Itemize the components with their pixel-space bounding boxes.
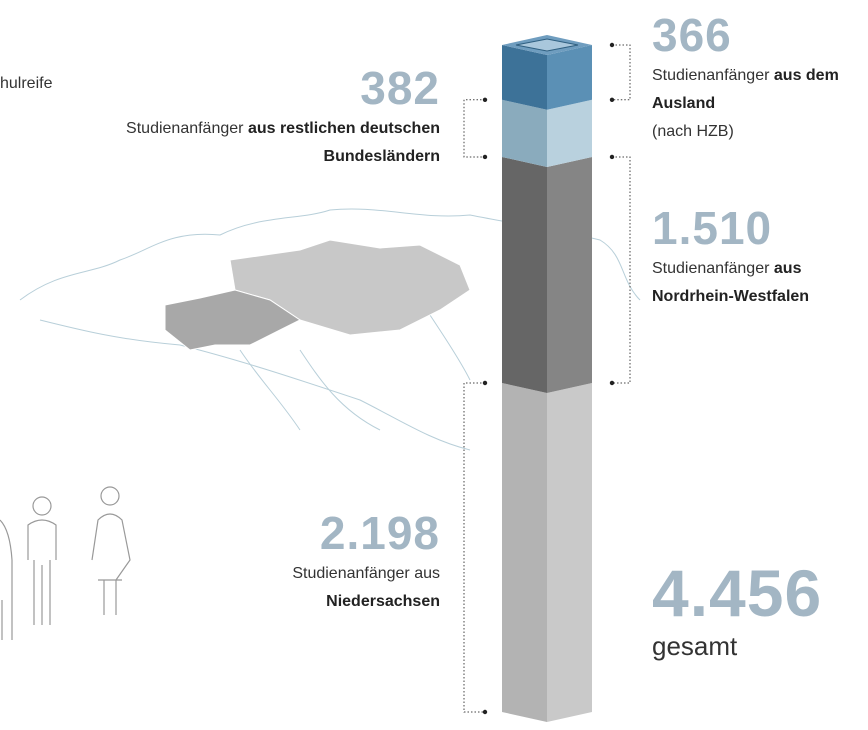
- segment-text: 1.510 Studienanfänger aus Nordrhein-Westf…: [652, 205, 868, 311]
- corner-text: hulreife: [0, 75, 53, 92]
- bracket-dot: [609, 42, 615, 48]
- bracket-line: [463, 99, 485, 158]
- segment-left-face: [502, 45, 547, 110]
- column-top-inner: [515, 38, 579, 52]
- total-label: gesamt: [652, 631, 738, 661]
- segment-right-face: [547, 382, 592, 722]
- segment-label: Studienanfänger aus dem Ausland (nach HZB…: [652, 62, 868, 146]
- total-value: 4.456: [652, 556, 823, 630]
- bracket: [463, 97, 488, 160]
- segment-value: 366: [652, 9, 732, 61]
- label-part: (nach HZB): [652, 123, 734, 140]
- column-segment: [502, 99, 592, 167]
- map: [19, 208, 641, 451]
- column-segment: [502, 156, 592, 393]
- bracket-line: [463, 382, 485, 713]
- bracket-dot: [482, 97, 488, 102]
- segment-label: Studienanfänger aus Niedersachsen: [240, 560, 440, 616]
- segment-text: 382 Studienanfänger aus restlichen deutsc…: [110, 65, 440, 171]
- total-block: 4.456 gesamt: [652, 560, 822, 660]
- label-part: Niedersachsen: [326, 593, 440, 610]
- bracket-line: [612, 156, 631, 384]
- segment-text: 366 Studienanfänger aus dem Ausland (nach …: [652, 12, 868, 146]
- segment-right-face: [547, 156, 592, 393]
- bracket-dot: [609, 154, 615, 160]
- bracket: [609, 42, 631, 102]
- segment-value: 2.198: [319, 507, 440, 559]
- bracket-dot: [482, 154, 488, 160]
- segment-value: 382: [360, 62, 440, 114]
- segment-right-face: [547, 45, 592, 110]
- label-part: Studienanfänger: [126, 120, 244, 137]
- label-part: aus restlichen deutschen Bundesländern: [247, 120, 440, 165]
- label-part: aus Nordrhein-Westfalen: [652, 260, 810, 305]
- label-part: aus dem Ausland: [652, 67, 839, 112]
- bracket-dot: [482, 380, 488, 386]
- label-part: Studienanfänger: [652, 260, 770, 277]
- bracket: [609, 154, 631, 386]
- segment-left-face: [502, 382, 547, 722]
- segment-right-face: [547, 99, 592, 167]
- segment-value: 1.510: [652, 202, 773, 254]
- bracket-dot: [609, 97, 615, 102]
- bracket: [463, 380, 488, 715]
- bracket-dot: [482, 709, 488, 715]
- segment-left-face: [502, 156, 547, 393]
- column-segment: [502, 45, 592, 110]
- segment-text: 2.198 Studienanfänger aus Niedersachsen: [240, 510, 440, 616]
- bracket-line: [612, 44, 631, 101]
- label-part: Studienanfänger: [652, 67, 770, 84]
- label-part: Studienanfänger aus: [292, 565, 440, 582]
- segment-label: Studienanfänger aus Nordrhein-Westfalen: [652, 255, 868, 311]
- people-icon: [0, 486, 131, 640]
- segment-left-face: [502, 99, 547, 167]
- bracket-dot: [609, 380, 615, 386]
- segment-label: Studienanfänger aus restlichen deutschen…: [110, 115, 440, 171]
- column-segment: [502, 382, 592, 722]
